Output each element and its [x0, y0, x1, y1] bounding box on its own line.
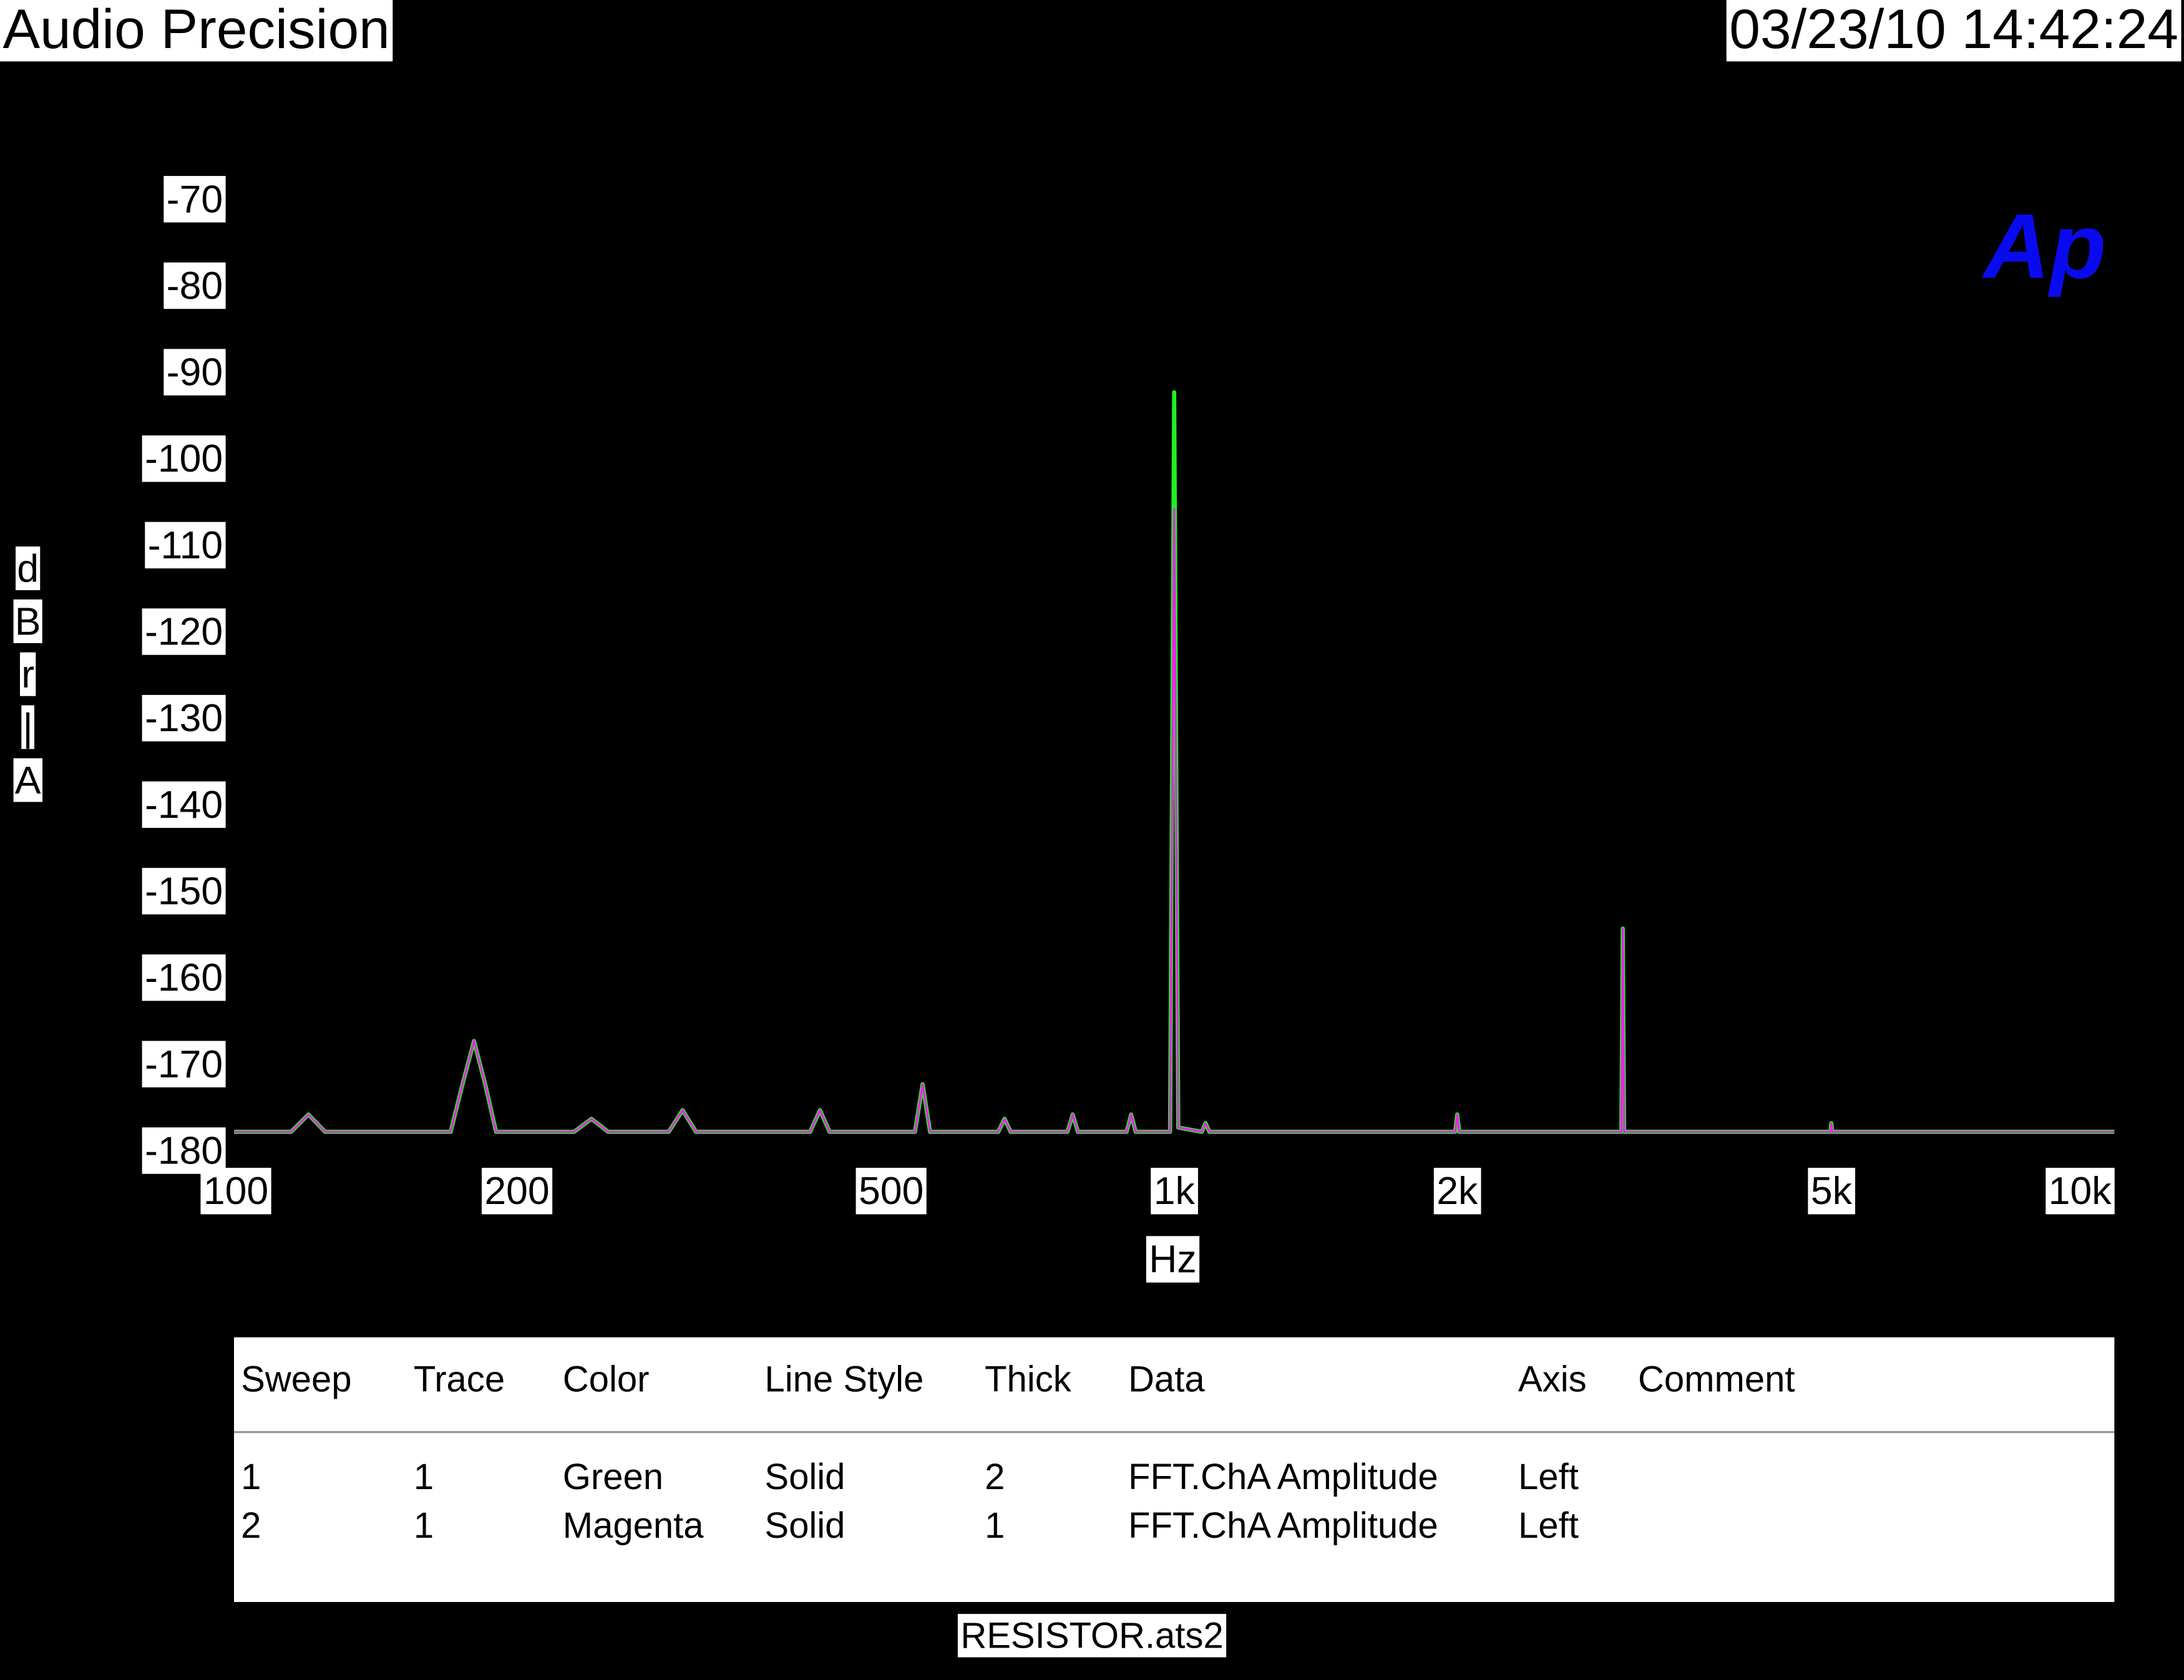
- label-box: [1808, 1167, 1856, 1215]
- table-header: Comment: [1638, 1359, 1795, 1399]
- table-cell: Green: [563, 1457, 663, 1497]
- x-tick-label: 500: [859, 1169, 924, 1213]
- logo: Ap: [1981, 195, 2106, 298]
- table-header: Color: [563, 1359, 650, 1399]
- y-tick-label: -70: [167, 177, 223, 221]
- timestamp: 03/23/10 14:42:24: [1729, 0, 2178, 60]
- label-box: [163, 176, 226, 223]
- table-header: Data: [1128, 1359, 1205, 1399]
- y-tick-label: -170: [145, 1042, 223, 1086]
- label-box: [21, 705, 34, 749]
- table-cell: 2: [241, 1505, 261, 1546]
- label-box: [142, 954, 226, 1001]
- label-box: [2045, 1167, 2115, 1215]
- label-box: [200, 1167, 271, 1215]
- label-box: [1146, 1236, 1200, 1283]
- table-cell: Left: [1518, 1505, 1579, 1546]
- label-box: [481, 1167, 553, 1215]
- y-tick-label: -160: [145, 956, 223, 999]
- label-box: [142, 1041, 226, 1088]
- label-box: [1726, 0, 2182, 62]
- label-box: [1433, 1167, 1481, 1215]
- x-tick-label: 200: [484, 1169, 549, 1213]
- x-tick-label: 1k: [1154, 1169, 1196, 1213]
- x-tick-label: 2k: [1436, 1169, 1478, 1213]
- label-box: [142, 694, 226, 742]
- label-box: [142, 1127, 226, 1174]
- label-box: [0, 0, 393, 62]
- table-cell: 1: [985, 1505, 1005, 1546]
- label-box: [1151, 1167, 1198, 1215]
- table-header: Sweep: [241, 1359, 351, 1399]
- y-tick-label: -110: [148, 523, 223, 567]
- label-box: [13, 599, 42, 643]
- label-box: [142, 435, 226, 482]
- label-box: [856, 1167, 927, 1215]
- label-box: [13, 758, 43, 802]
- label-box: [163, 262, 226, 309]
- label-box: [142, 781, 226, 828]
- y-tick-label: -90: [167, 351, 223, 394]
- x-axis-label: Hz: [1149, 1238, 1196, 1281]
- x-tick-label: 5k: [1811, 1169, 1853, 1213]
- legend-table-box: [234, 1337, 2115, 1602]
- label-box: [16, 546, 41, 591]
- table-header: Line Style: [764, 1359, 924, 1399]
- series-line: [234, 508, 2115, 1133]
- table-cell: 1: [414, 1457, 434, 1497]
- table-header: Trace: [414, 1359, 505, 1399]
- table-cell: FFT.ChA Amplitude: [1128, 1457, 1438, 1497]
- label-box: [19, 652, 36, 696]
- label-box: [163, 349, 226, 396]
- label-box: [142, 868, 226, 915]
- table-cell: Left: [1518, 1457, 1579, 1497]
- table-header: Axis: [1518, 1359, 1587, 1399]
- y-tick-label: -100: [145, 437, 223, 480]
- label-box: [957, 1614, 1227, 1658]
- table-header: Thick: [985, 1359, 1072, 1399]
- y-tick-label: -180: [145, 1129, 223, 1172]
- chart-title: Audio Precision: [2, 0, 389, 60]
- label-box: [142, 608, 226, 655]
- table-cell: 2: [985, 1457, 1005, 1497]
- y-tick-label: -130: [145, 696, 223, 740]
- y-tick-label: -150: [145, 869, 223, 913]
- table-cell: Solid: [764, 1505, 845, 1546]
- footer: RESISTOR.ats2: [960, 1615, 1223, 1656]
- table-cell: FFT.ChA Amplitude: [1128, 1505, 1438, 1546]
- table-cell: Solid: [764, 1457, 845, 1497]
- label-box: [145, 522, 226, 569]
- x-tick-label: 100: [203, 1169, 268, 1213]
- x-tick-label: 10k: [2049, 1169, 2112, 1213]
- table-cell: Magenta: [563, 1505, 704, 1546]
- table-cell: 1: [414, 1505, 434, 1546]
- y-tick-label: -140: [145, 783, 223, 827]
- table-cell: 1: [241, 1457, 261, 1497]
- y-tick-label: -80: [167, 264, 223, 308]
- y-tick-label: -120: [145, 610, 223, 654]
